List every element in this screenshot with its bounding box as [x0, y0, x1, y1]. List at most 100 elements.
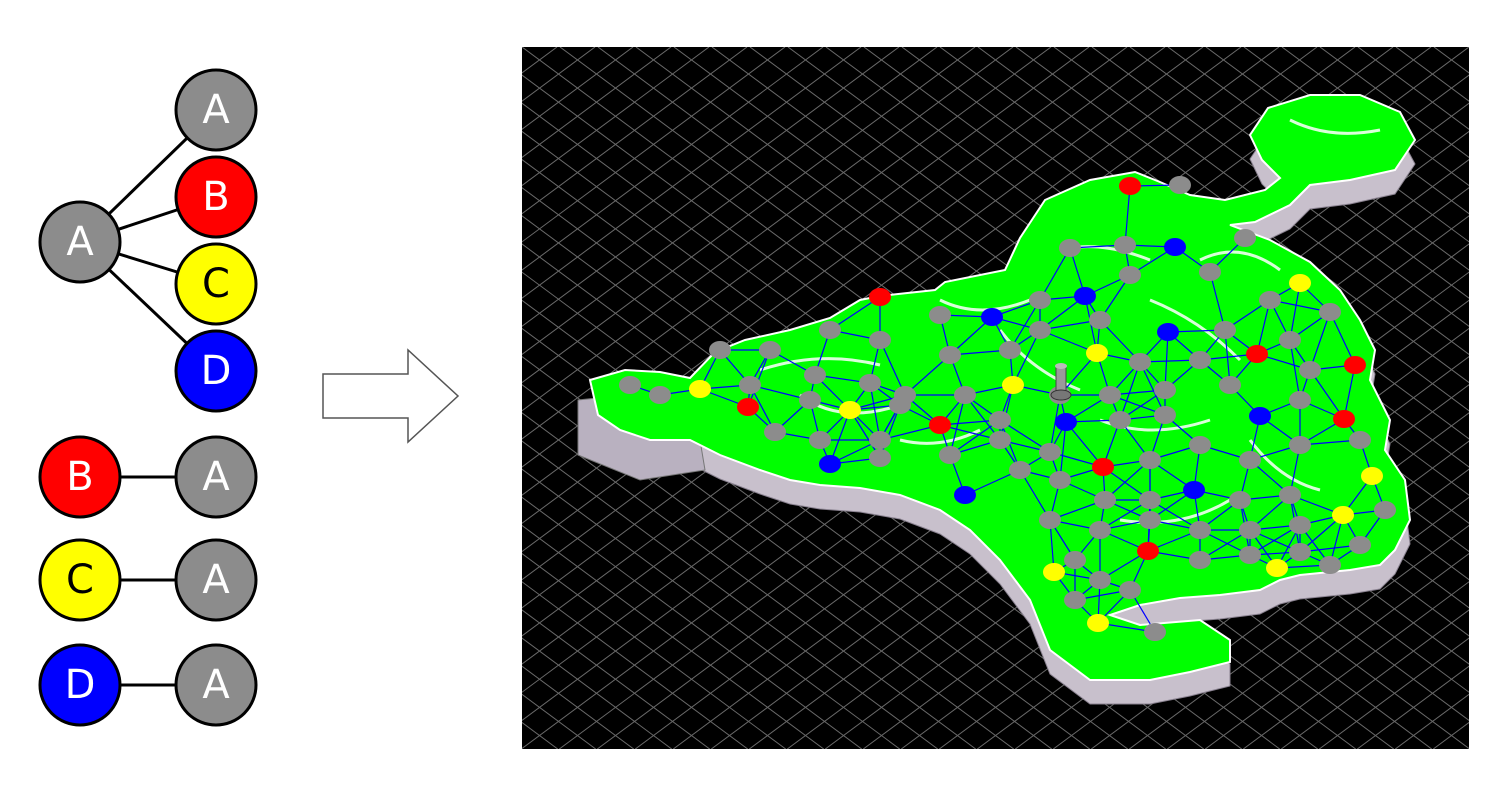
graph-node [1279, 331, 1301, 349]
graph-node [1029, 291, 1051, 309]
graph-node [859, 374, 881, 392]
graph-node [1333, 410, 1355, 428]
grid-line [522, 47, 938, 356]
graph-node [999, 341, 1021, 359]
graph-node [1089, 571, 1111, 589]
graph-link [1065, 421, 1104, 468]
pair-b-a-left-label: B [66, 454, 93, 500]
grid-line [522, 47, 596, 102]
grid-line [522, 496, 862, 749]
linked-node-a: A [174, 68, 258, 152]
graph-link [879, 404, 901, 459]
graph-node [1129, 353, 1151, 371]
map-view [522, 47, 1485, 749]
graph-node [954, 386, 976, 404]
grid-line [522, 47, 786, 243]
graph-node [1183, 481, 1205, 499]
graph-node [1199, 263, 1221, 281]
grid-line [1167, 524, 1469, 749]
pair-d-a-right-label: A [202, 662, 230, 708]
graph-link [1104, 459, 1151, 501]
graph-node [1029, 321, 1051, 339]
graph-node [1043, 563, 1065, 581]
graph-node [1246, 345, 1268, 363]
linked-node-c-label: C [202, 261, 230, 307]
graph-node [1266, 559, 1288, 577]
graph-node [1189, 521, 1211, 539]
graph-node [1109, 411, 1131, 429]
grid-line [1205, 553, 1469, 749]
graph-node [869, 431, 891, 449]
graph-node [739, 376, 761, 394]
grid-line [522, 440, 938, 749]
navigation-graph [619, 176, 1396, 641]
graph-node [1189, 436, 1211, 454]
graph-link [1009, 299, 1041, 351]
graph-node [989, 411, 1011, 429]
graph-link [1039, 247, 1071, 301]
hub-node-label: A [66, 219, 94, 265]
graph-node [1089, 521, 1111, 539]
grid-line [522, 468, 900, 749]
graph-node [889, 396, 911, 414]
graph-node [929, 416, 951, 434]
graph-link [1309, 311, 1331, 371]
graph-node [839, 401, 861, 419]
graph-node [1289, 274, 1311, 292]
grid-line [1471, 47, 1485, 749]
graph-node [1319, 303, 1341, 321]
grid-line [1281, 609, 1469, 749]
terrain-ridge [1149, 298, 1242, 362]
pair-c-a: C A [38, 538, 258, 622]
graph-node [1039, 443, 1061, 461]
linked-node-d-circle [174, 329, 258, 413]
graph-node [1189, 551, 1211, 569]
linked-node-c: C [174, 242, 258, 326]
graph-node [1164, 238, 1186, 256]
graph-node [1332, 506, 1354, 524]
graph-node [1157, 323, 1179, 341]
linked-node-d-label: D [201, 348, 232, 394]
graph-node [1119, 177, 1141, 195]
graph-node [1344, 356, 1366, 374]
graph-node [1009, 461, 1031, 479]
grid-line [522, 47, 976, 384]
grid-line [522, 47, 862, 299]
pair-b-a-right-label: A [202, 454, 230, 500]
node-type-legend: A A B C D B A C [38, 68, 258, 727]
tower-icon [1050, 363, 1072, 401]
pair-c-a-left-circle [38, 538, 122, 622]
graph-node [1189, 351, 1211, 369]
graph-link [747, 349, 771, 408]
pair-d-a-left-label: D [65, 662, 96, 708]
graph-link [1012, 329, 1041, 386]
terrain-ridge [1248, 439, 1321, 492]
graph-node [819, 321, 841, 339]
hub-node: A [38, 200, 122, 284]
grid-line [1472, 47, 1485, 749]
graph-node [1002, 376, 1024, 394]
graph-node [1049, 471, 1071, 489]
graph-link [1289, 339, 1301, 401]
graph-node [1087, 614, 1109, 632]
graph-node [764, 423, 786, 441]
graph-node [929, 306, 951, 324]
grid-line [522, 412, 976, 749]
graph-node [649, 386, 671, 404]
grid-line [522, 47, 710, 187]
graph-node [689, 380, 711, 398]
graph-node [1214, 321, 1236, 339]
graph-link [1019, 469, 1051, 521]
grid-line [1091, 47, 1469, 327]
pair-b-a: B A [38, 435, 258, 519]
terrain-ridge [998, 329, 1081, 392]
graph-node [1229, 491, 1251, 509]
graph-link [1124, 185, 1131, 246]
graph-node [1169, 176, 1191, 194]
graph-node [1094, 491, 1116, 509]
grid-line [522, 47, 1052, 440]
graph-node [1349, 431, 1371, 449]
graph-node [1154, 381, 1176, 399]
graph-node [1074, 287, 1096, 305]
graph-node [737, 398, 759, 416]
